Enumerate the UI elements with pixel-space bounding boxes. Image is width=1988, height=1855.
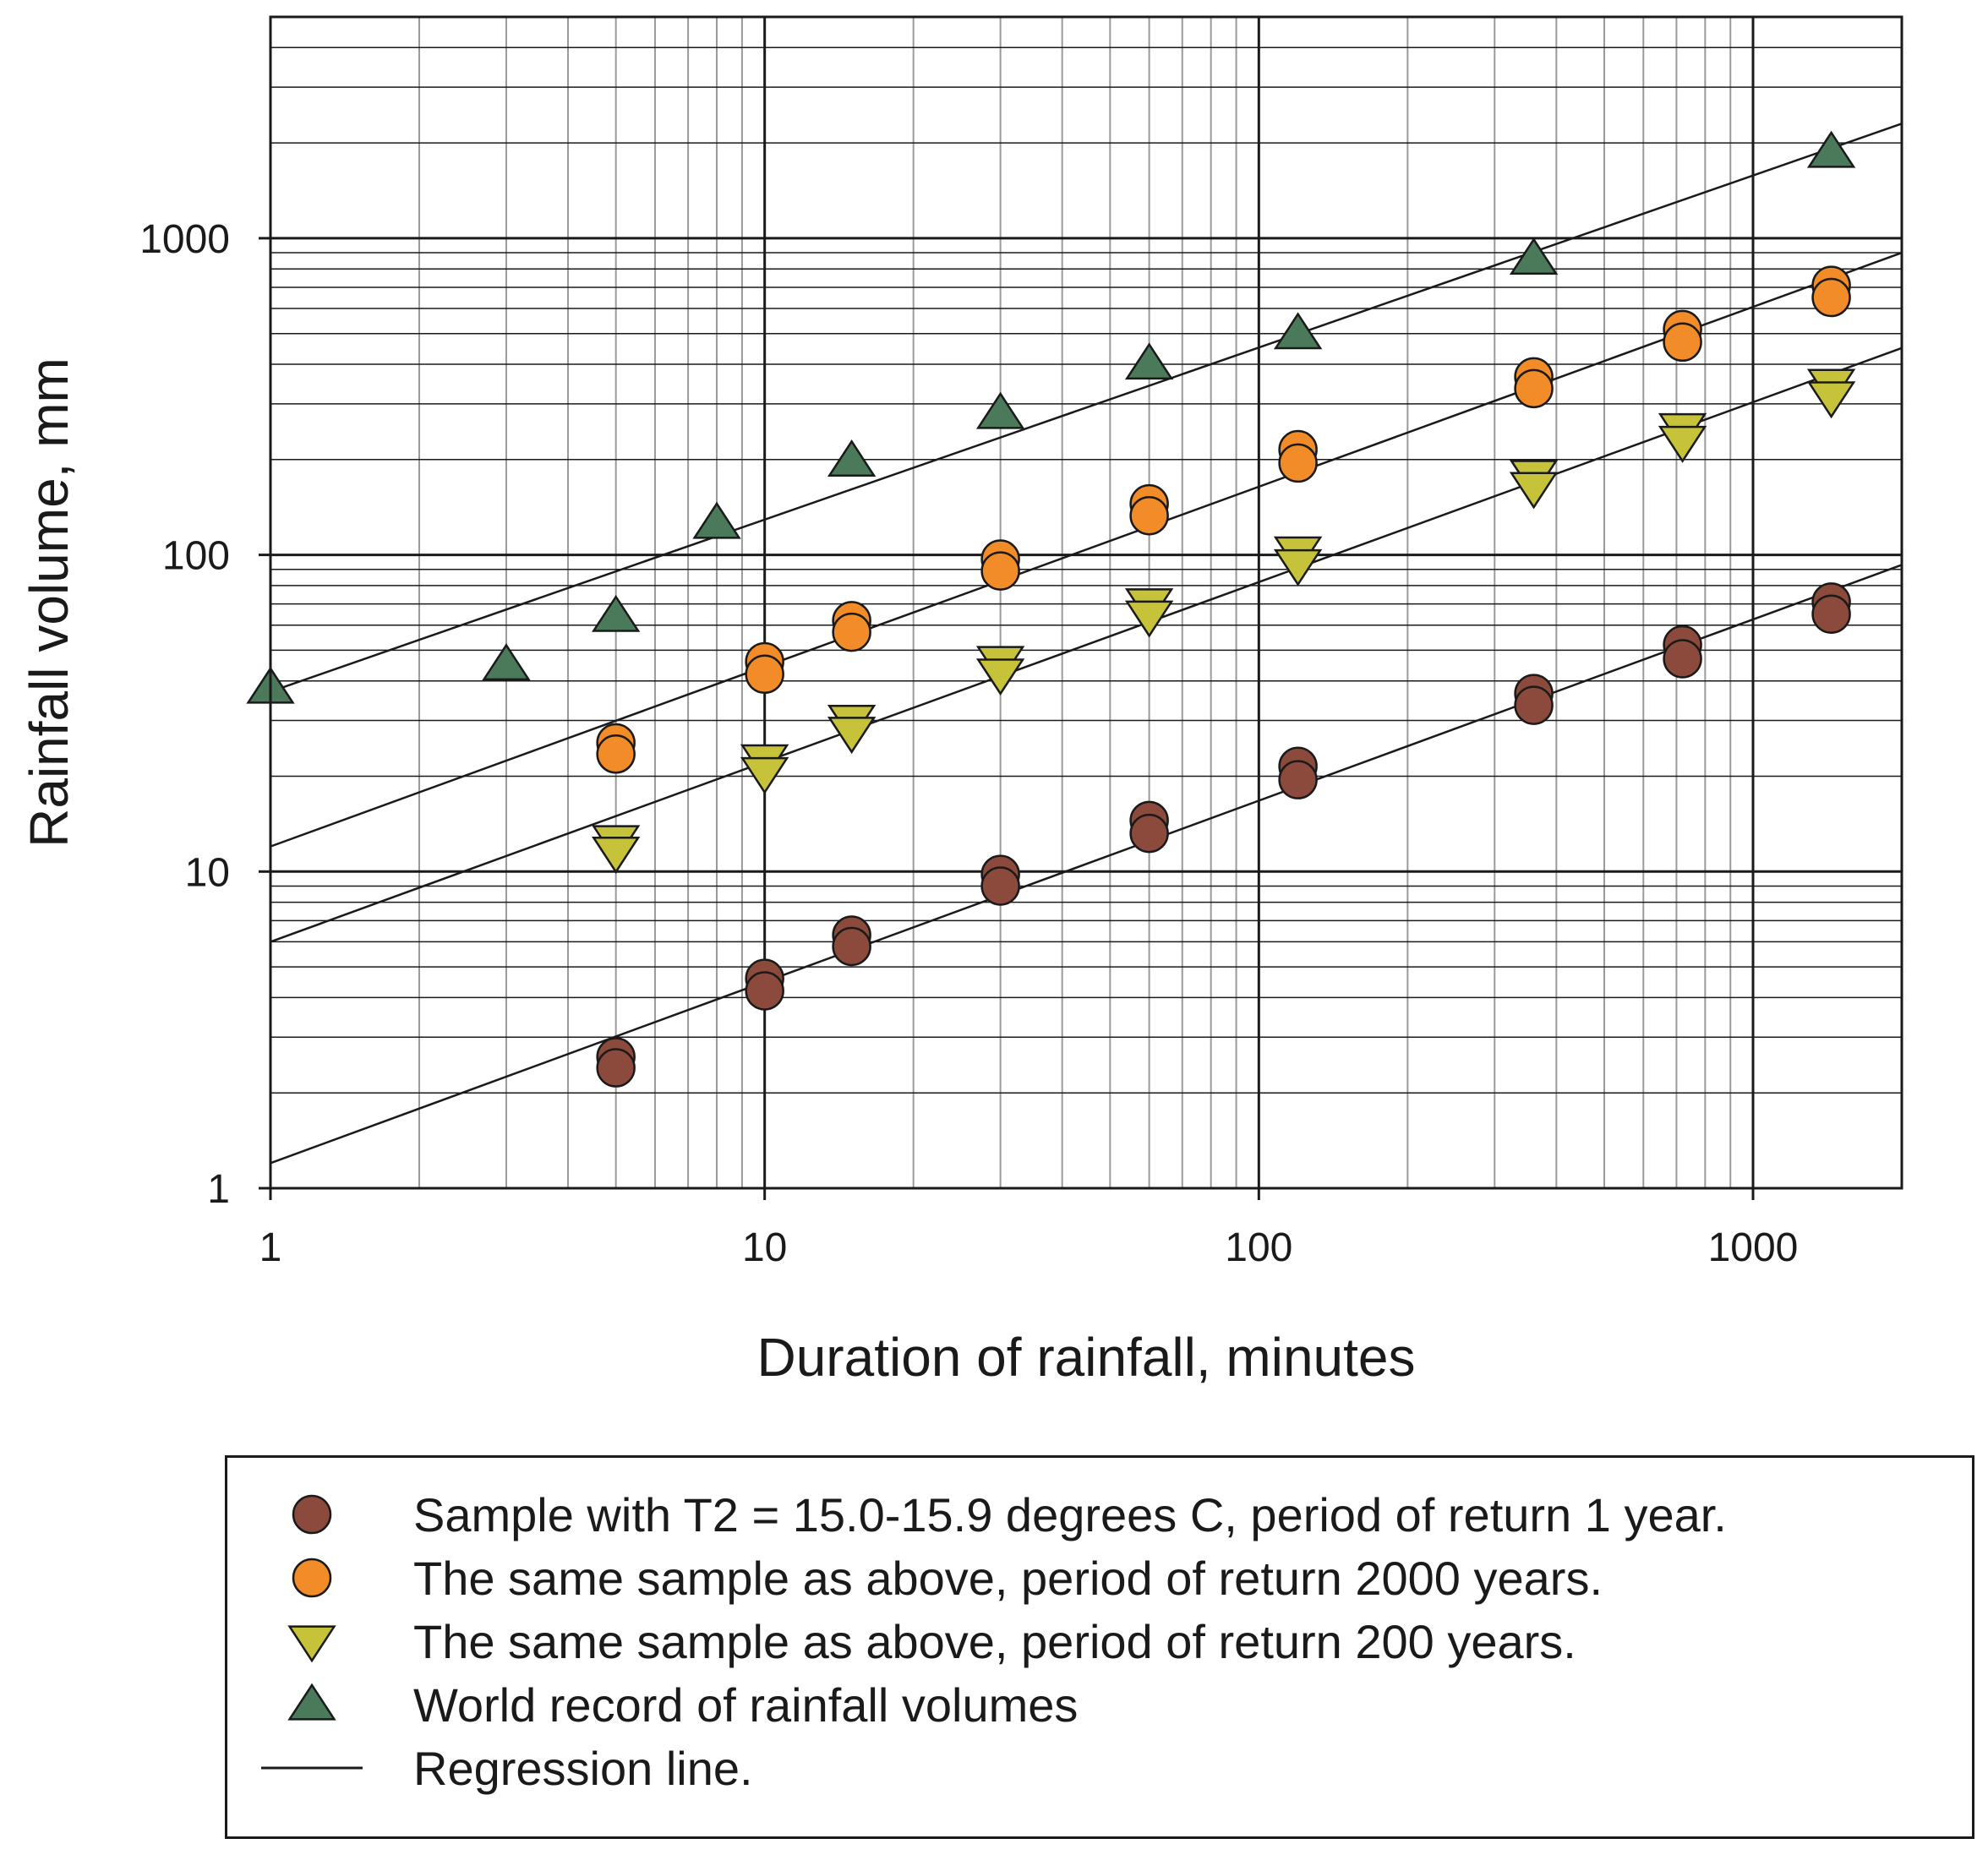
data-point	[596, 734, 636, 774]
legend-label: The same sample as above, period of retu…	[413, 1552, 1603, 1605]
data-point	[591, 836, 641, 874]
legend-label: Sample with T2 = 15.0-15.9 degrees C, pe…	[413, 1488, 1727, 1541]
legend-line-symbol	[261, 1766, 363, 1770]
legend-item: The same sample as above, period of retu…	[227, 1547, 1972, 1610]
data-point	[1273, 312, 1323, 350]
regression-line	[270, 251, 1903, 848]
data-point	[596, 1048, 636, 1088]
data-point	[1124, 600, 1174, 638]
regression-line	[270, 123, 1903, 693]
data-point	[832, 926, 871, 967]
data-point	[1129, 495, 1169, 536]
legend-marker-circle	[292, 1558, 332, 1598]
data-point	[1278, 760, 1318, 799]
data-point	[1658, 425, 1707, 463]
regression-lines	[270, 123, 1903, 1165]
data-point	[975, 658, 1025, 696]
grid	[269, 16, 1903, 1190]
data-point	[980, 866, 1020, 906]
y-tick-label: 1000	[139, 217, 230, 262]
data-points	[246, 130, 1856, 1088]
data-point	[827, 439, 877, 477]
data-point	[692, 501, 741, 539]
legend-marker	[292, 1558, 332, 1598]
data-point	[1124, 342, 1174, 380]
data-point	[1273, 548, 1323, 587]
data-point	[740, 756, 789, 794]
x-tick-labels: 1 10 100 1000	[259, 1188, 1799, 1270]
legend: Sample with T2 = 15.0-15.9 degrees C, pe…	[225, 1455, 1974, 1839]
legend-marker	[292, 1494, 332, 1535]
legend-marker	[287, 1683, 336, 1721]
y-tick-label: 100	[162, 534, 230, 579]
legend-label: The same sample as above, period of retu…	[413, 1615, 1576, 1668]
x-tick-label: 1	[259, 1225, 282, 1270]
x-tick-label: 1000	[1708, 1225, 1799, 1270]
y-tick-labels: 1 10 100 1000	[139, 217, 270, 1212]
data-point	[745, 971, 784, 1011]
legend-marker-triangle-up	[287, 1683, 336, 1721]
regression-line	[270, 564, 1903, 1165]
data-point	[975, 391, 1025, 429]
legend-marker-circle	[292, 1494, 332, 1535]
data-point	[1806, 130, 1856, 168]
y-axis-label: Rainfall volume, mm	[19, 357, 79, 848]
data-point	[1514, 685, 1554, 725]
data-point	[1663, 322, 1702, 363]
data-point	[827, 717, 877, 755]
data-point	[832, 612, 871, 652]
data-point	[980, 551, 1020, 591]
data-point	[1278, 443, 1318, 483]
legend-marker	[287, 1625, 336, 1663]
data-point	[1811, 277, 1851, 318]
data-point	[1663, 639, 1702, 679]
y-tick-label: 10	[185, 850, 230, 895]
legend-item: The same sample as above, period of retu…	[227, 1610, 1972, 1673]
plot-frame	[269, 15, 1903, 1190]
x-tick-label: 10	[742, 1225, 787, 1270]
legend-label: World record of rainfall volumes	[413, 1678, 1079, 1732]
legend-marker-triangle-down	[287, 1625, 336, 1663]
legend-item: Regression line.	[227, 1737, 1972, 1800]
legend-item: World record of rainfall volumes	[227, 1673, 1972, 1737]
y-tick-label: 1	[207, 1167, 230, 1212]
data-point	[745, 654, 784, 695]
data-point	[1514, 368, 1554, 409]
data-point	[1806, 381, 1856, 419]
rainfall-chart: 1 10 100 1000 1 10 100 1000 Duration of rainfa…	[19, 15, 1903, 1388]
regression-line	[270, 346, 1903, 943]
data-point	[591, 594, 641, 632]
data-point	[1509, 472, 1559, 510]
data-point	[482, 643, 531, 681]
data-point	[1509, 237, 1559, 276]
x-tick-label: 100	[1225, 1225, 1292, 1270]
legend-label: Regression line.	[413, 1742, 753, 1795]
x-axis-label: Duration of rainfall, minutes	[756, 1327, 1415, 1388]
data-point	[1811, 594, 1851, 634]
data-point	[1129, 813, 1169, 854]
legend-item: Sample with T2 = 15.0-15.9 degrees C, pe…	[227, 1483, 1972, 1547]
